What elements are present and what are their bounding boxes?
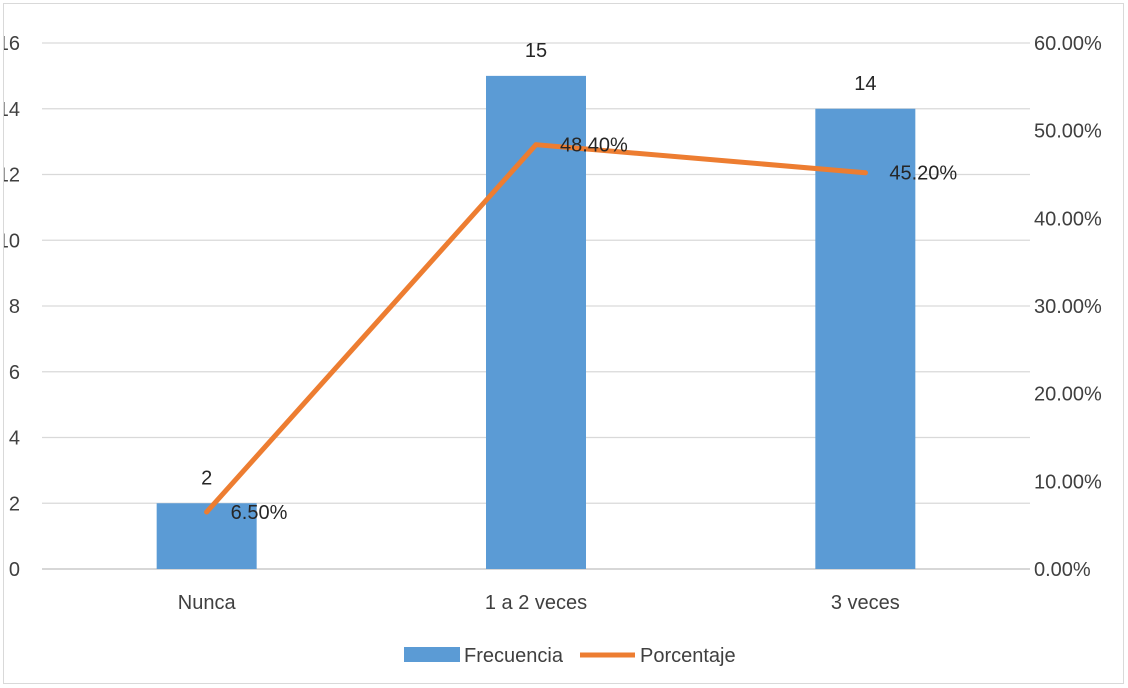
legend: Frecuencia Porcentaje: [404, 645, 736, 667]
y-tick-label-primary: 14: [4, 99, 20, 121]
bar: [815, 108, 916, 569]
y-tick-label-primary: 0: [9, 559, 20, 581]
y-tick-label-primary: 8: [9, 296, 20, 318]
legend-label-porcentaje: Porcentaje: [640, 645, 736, 667]
y-tick-label-secondary: 0.00%: [1034, 559, 1091, 581]
bar-data-label: 15: [525, 40, 547, 62]
combo-chart: 0 2 4 6 8 10 12 14 16 0.00% 10.00% 20.00% 30.00% 40.…: [4, 33, 1102, 667]
y-tick-label-secondary: 20.00%: [1034, 384, 1102, 406]
line-data-label: 6.50%: [231, 502, 288, 524]
x-tick-label: 1 a 2 veces: [485, 592, 587, 614]
bar-data-label: 14: [854, 73, 876, 95]
y-axis-primary: 0 2 4 6 8 10 12 14 16: [4, 33, 20, 581]
bar-series: [156, 75, 916, 569]
y-tick-label-secondary: 50.00%: [1034, 121, 1102, 143]
x-axis: Nunca 1 a 2 veces 3 veces: [178, 592, 900, 614]
bar-data-labels: 2 15 14: [201, 40, 876, 489]
y-tick-label-primary: 4: [9, 428, 20, 450]
bar-data-label: 2: [201, 467, 212, 489]
line-point: [204, 509, 210, 515]
chart-frame: 0 2 4 6 8 10 12 14 16 0.00% 10.00% 20.00% 30.00% 40.…: [3, 3, 1124, 684]
line-point: [533, 142, 539, 148]
line-data-labels: 6.50% 48.40% 45.20%: [231, 135, 958, 524]
y-tick-label-primary: 10: [4, 230, 20, 252]
y-tick-label-primary: 16: [4, 33, 20, 55]
y-tick-label-primary: 6: [9, 362, 20, 384]
y-tick-label-primary: 12: [4, 165, 20, 187]
legend-swatch-frecuencia: [404, 647, 460, 662]
x-tick-label: Nunca: [178, 592, 237, 614]
y-axis-secondary: 0.00% 10.00% 20.00% 30.00% 40.00% 50.00% 60.00…: [1034, 33, 1102, 581]
bar: [486, 75, 586, 569]
line-data-label: 45.20%: [889, 163, 957, 185]
y-tick-label-secondary: 30.00%: [1034, 296, 1102, 318]
y-tick-label-primary: 2: [9, 493, 20, 515]
line-series: [204, 142, 868, 515]
x-tick-label: 3 veces: [831, 592, 900, 614]
line-data-label: 48.40%: [560, 135, 628, 157]
y-tick-label-secondary: 40.00%: [1034, 208, 1102, 230]
y-tick-label-secondary: 60.00%: [1034, 33, 1102, 55]
line-point: [862, 170, 868, 176]
y-tick-label-secondary: 10.00%: [1034, 471, 1102, 493]
legend-label-frecuencia: Frecuencia: [464, 645, 564, 667]
